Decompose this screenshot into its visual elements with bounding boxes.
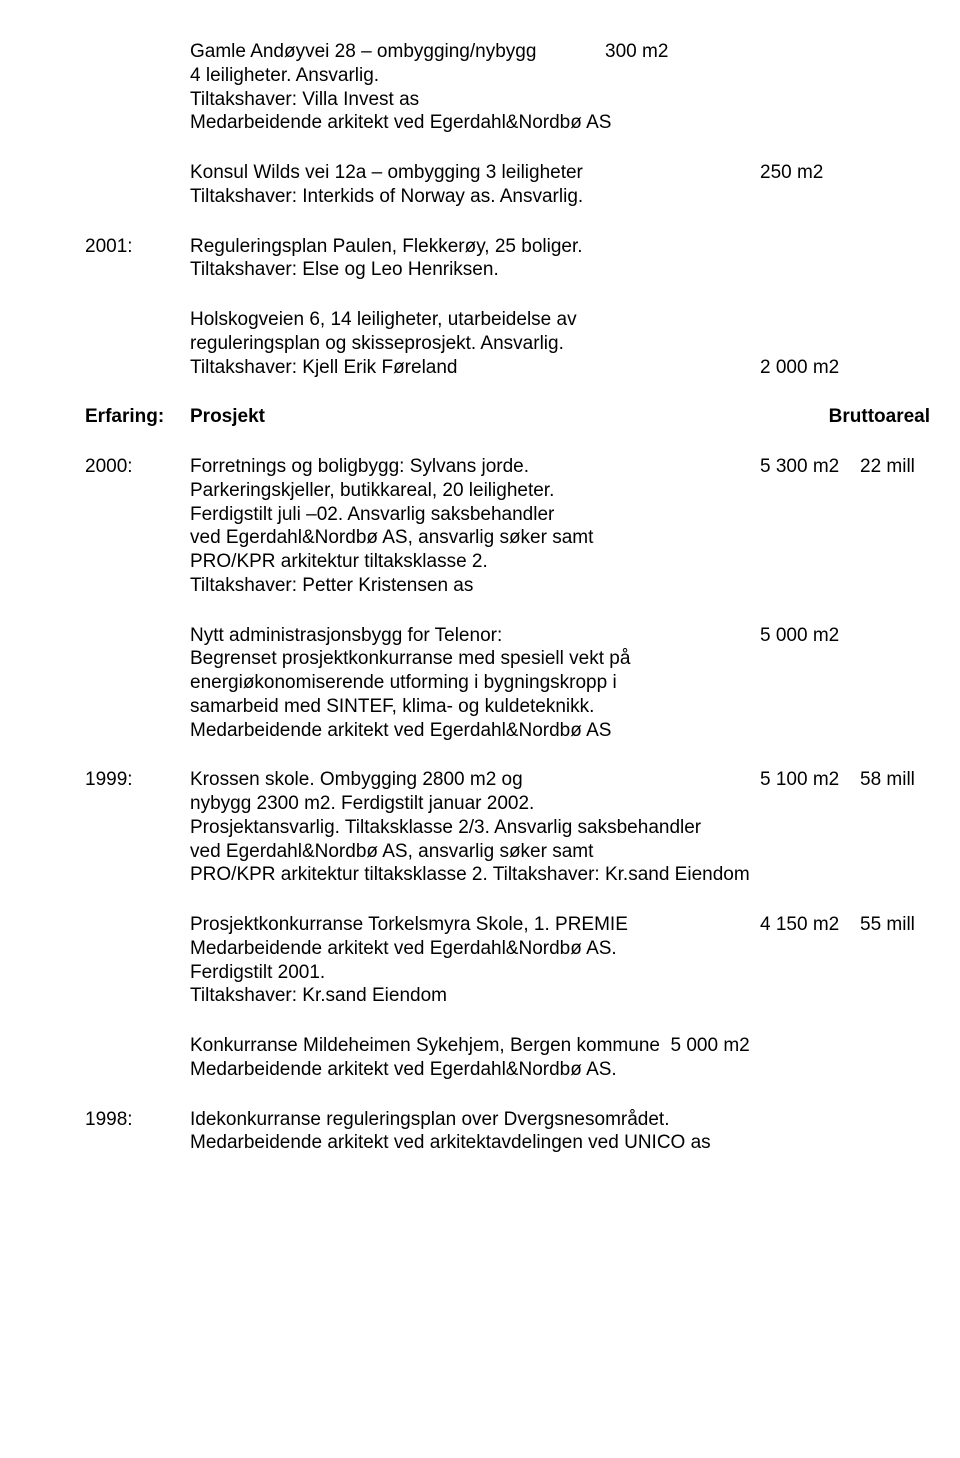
document-page: Gamle Andøyvei 28 – ombygging/nybygg 300… (0, 0, 960, 1458)
year-cell: 1999: (85, 768, 190, 792)
project-text: Tiltakshaver: Petter Kristensen as (190, 574, 760, 598)
text-row: Medarbeidende arkitekt ved Egerdahl&Nord… (85, 111, 930, 135)
text-row: PRO/KPR arkitektur tiltaksklasse 2. Tilt… (85, 863, 930, 887)
spacer (85, 135, 930, 161)
area-header: Bruttoareal (760, 405, 930, 429)
spacer (85, 1008, 930, 1034)
project-text: Nytt administrasjonsbygg for Telenor: (190, 624, 760, 648)
project-text: nybygg 2300 m2. Ferdigstilt januar 2002. (190, 792, 760, 816)
text-row: Konkurranse Mildeheimen Sykehjem, Bergen… (85, 1034, 930, 1058)
area-cell: 5 300 m2 (760, 455, 860, 479)
text-row: Medarbeidende arkitekt ved Egerdahl&Nord… (85, 1058, 930, 1082)
year-cell: 2001: (85, 235, 190, 259)
cost-cell: 55 mill (860, 913, 930, 937)
text-row: Tiltakshaver: Interkids of Norway as. An… (85, 185, 930, 209)
text-row: Nytt administrasjonsbygg for Telenor:5 0… (85, 624, 930, 648)
area-cell: 2 000 m2 (760, 356, 860, 380)
text-row: Erfaring:ProsjektBruttoareal (85, 405, 930, 429)
text-row: Tiltakshaver: Villa Invest as (85, 88, 930, 112)
spacer (85, 1082, 930, 1108)
text-row: energiøkonomiserende utforming i bygning… (85, 671, 930, 695)
project-text: Gamle Andøyvei 28 – ombygging/nybygg 300… (190, 40, 760, 64)
project-text: Medarbeidende arkitekt ved Egerdahl&Nord… (190, 719, 760, 743)
project-text: 4 leiligheter. Ansvarlig. (190, 64, 760, 88)
project-text: Konkurranse Mildeheimen Sykehjem, Bergen… (190, 1034, 760, 1058)
project-text: samarbeid med SINTEF, klima- og kuldetek… (190, 695, 760, 719)
text-row: ved Egerdahl&Nordbø AS, ansvarlig søker … (85, 526, 930, 550)
spacer (85, 598, 930, 624)
project-text: Krossen skole. Ombygging 2800 m2 og (190, 768, 760, 792)
project-text: Tiltakshaver: Villa Invest as (190, 88, 760, 112)
project-text: ved Egerdahl&Nordbø AS, ansvarlig søker … (190, 840, 760, 864)
spacer (85, 1155, 930, 1181)
text-row: Medarbeidende arkitekt ved Egerdahl&Nord… (85, 719, 930, 743)
project-text: Medarbeidende arkitekt ved Egerdahl&Nord… (190, 1058, 760, 1082)
project-text: PRO/KPR arkitektur tiltaksklasse 2. Tilt… (190, 863, 760, 887)
year-cell: 1998: (85, 1108, 190, 1132)
text-row: Tiltakshaver: Kr.sand Eiendom (85, 984, 930, 1008)
project-text: Konsul Wilds vei 12a – ombygging 3 leili… (190, 161, 760, 185)
text-row: 2000:Forretnings og boligbygg: Sylvans j… (85, 455, 930, 479)
cost-cell: 58 mill (860, 768, 930, 792)
project-text: ved Egerdahl&Nordbø AS, ansvarlig søker … (190, 526, 760, 550)
project-text: PRO/KPR arkitektur tiltaksklasse 2. (190, 550, 760, 574)
text-row: Medarbeidende arkitekt ved arkitektavdel… (85, 1131, 930, 1155)
text-row: Gamle Andøyvei 28 – ombygging/nybygg 300… (85, 40, 930, 64)
text-row: PRO/KPR arkitektur tiltaksklasse 2. (85, 550, 930, 574)
year-cell: Erfaring: (85, 405, 190, 429)
text-row: Tiltakshaver: Else og Leo Henriksen. (85, 258, 930, 282)
project-text: Prosjektansvarlig. Tiltaksklasse 2/3. An… (190, 816, 760, 840)
cost-cell: 22 mill (860, 455, 930, 479)
text-row: 1998:Idekonkurranse reguleringsplan over… (85, 1108, 930, 1132)
text-row: samarbeid med SINTEF, klima- og kuldetek… (85, 695, 930, 719)
project-text: Tiltakshaver: Kr.sand Eiendom (190, 984, 760, 1008)
text-row: Prosjektkonkurranse Torkelsmyra Skole, 1… (85, 913, 930, 937)
text-row: 2001:Reguleringsplan Paulen, Flekkerøy, … (85, 235, 930, 259)
project-text: Forretnings og boligbygg: Sylvans jorde. (190, 455, 760, 479)
text-row: 1999:Krossen skole. Ombygging 2800 m2 og… (85, 768, 930, 792)
project-text: Medarbeidende arkitekt ved arkitektavdel… (190, 1131, 760, 1155)
project-text: Medarbeidende arkitekt ved Egerdahl&Nord… (190, 937, 760, 961)
text-row: Konsul Wilds vei 12a – ombygging 3 leili… (85, 161, 930, 185)
project-text: Idekonkurranse reguleringsplan over Dver… (190, 1108, 760, 1132)
project-text: Reguleringsplan Paulen, Flekkerøy, 25 bo… (190, 235, 760, 259)
area-cell: 5 000 m2 (760, 624, 860, 648)
spacer (85, 282, 930, 308)
spacer (85, 887, 930, 913)
project-text: Parkeringskjeller, butikkareal, 20 leili… (190, 479, 760, 503)
text-row: ved Egerdahl&Nordbø AS, ansvarlig søker … (85, 840, 930, 864)
text-row: Prosjektansvarlig. Tiltaksklasse 2/3. An… (85, 816, 930, 840)
text-row: Medarbeidende arkitekt ved Egerdahl&Nord… (85, 937, 930, 961)
text-row: nybygg 2300 m2. Ferdigstilt januar 2002. (85, 792, 930, 816)
area-cell: 5 100 m2 (760, 768, 860, 792)
area-cell: 4 150 m2 (760, 913, 860, 937)
project-text: Tiltakshaver: Interkids of Norway as. An… (190, 185, 760, 209)
project-text: Begrenset prosjektkonkurranse med spesie… (190, 647, 760, 671)
spacer (85, 209, 930, 235)
project-text: Prosjektkonkurranse Torkelsmyra Skole, 1… (190, 913, 760, 937)
project-text: Ferdigstilt juli –02. Ansvarlig saksbeha… (190, 503, 760, 527)
year-cell: 2000: (85, 455, 190, 479)
spacer (85, 429, 930, 455)
text-row: 4 leiligheter. Ansvarlig. (85, 64, 930, 88)
spacer (85, 742, 930, 768)
text-row: Parkeringskjeller, butikkareal, 20 leili… (85, 479, 930, 503)
project-text: Holskogveien 6, 14 leiligheter, utarbeid… (190, 308, 760, 332)
project-text: energiøkonomiserende utforming i bygning… (190, 671, 760, 695)
spacer (85, 379, 930, 405)
text-row: Tiltakshaver: Petter Kristensen as (85, 574, 930, 598)
area-cell: 250 m2 (760, 161, 860, 185)
project-text: Tiltakshaver: Kjell Erik Føreland (190, 356, 760, 380)
text-row: reguleringsplan og skisseprosjekt. Ansva… (85, 332, 930, 356)
project-text: Ferdigstilt 2001. (190, 961, 760, 985)
text-row: Holskogveien 6, 14 leiligheter, utarbeid… (85, 308, 930, 332)
project-text: Medarbeidende arkitekt ved Egerdahl&Nord… (190, 111, 760, 135)
project-text: Tiltakshaver: Else og Leo Henriksen. (190, 258, 760, 282)
text-row: Ferdigstilt 2001. (85, 961, 930, 985)
project-text: Prosjekt (190, 405, 760, 429)
text-row: Begrenset prosjektkonkurranse med spesie… (85, 647, 930, 671)
text-row: Ferdigstilt juli –02. Ansvarlig saksbeha… (85, 503, 930, 527)
text-row: Tiltakshaver: Kjell Erik Føreland2 000 m… (85, 356, 930, 380)
project-text: reguleringsplan og skisseprosjekt. Ansva… (190, 332, 760, 356)
